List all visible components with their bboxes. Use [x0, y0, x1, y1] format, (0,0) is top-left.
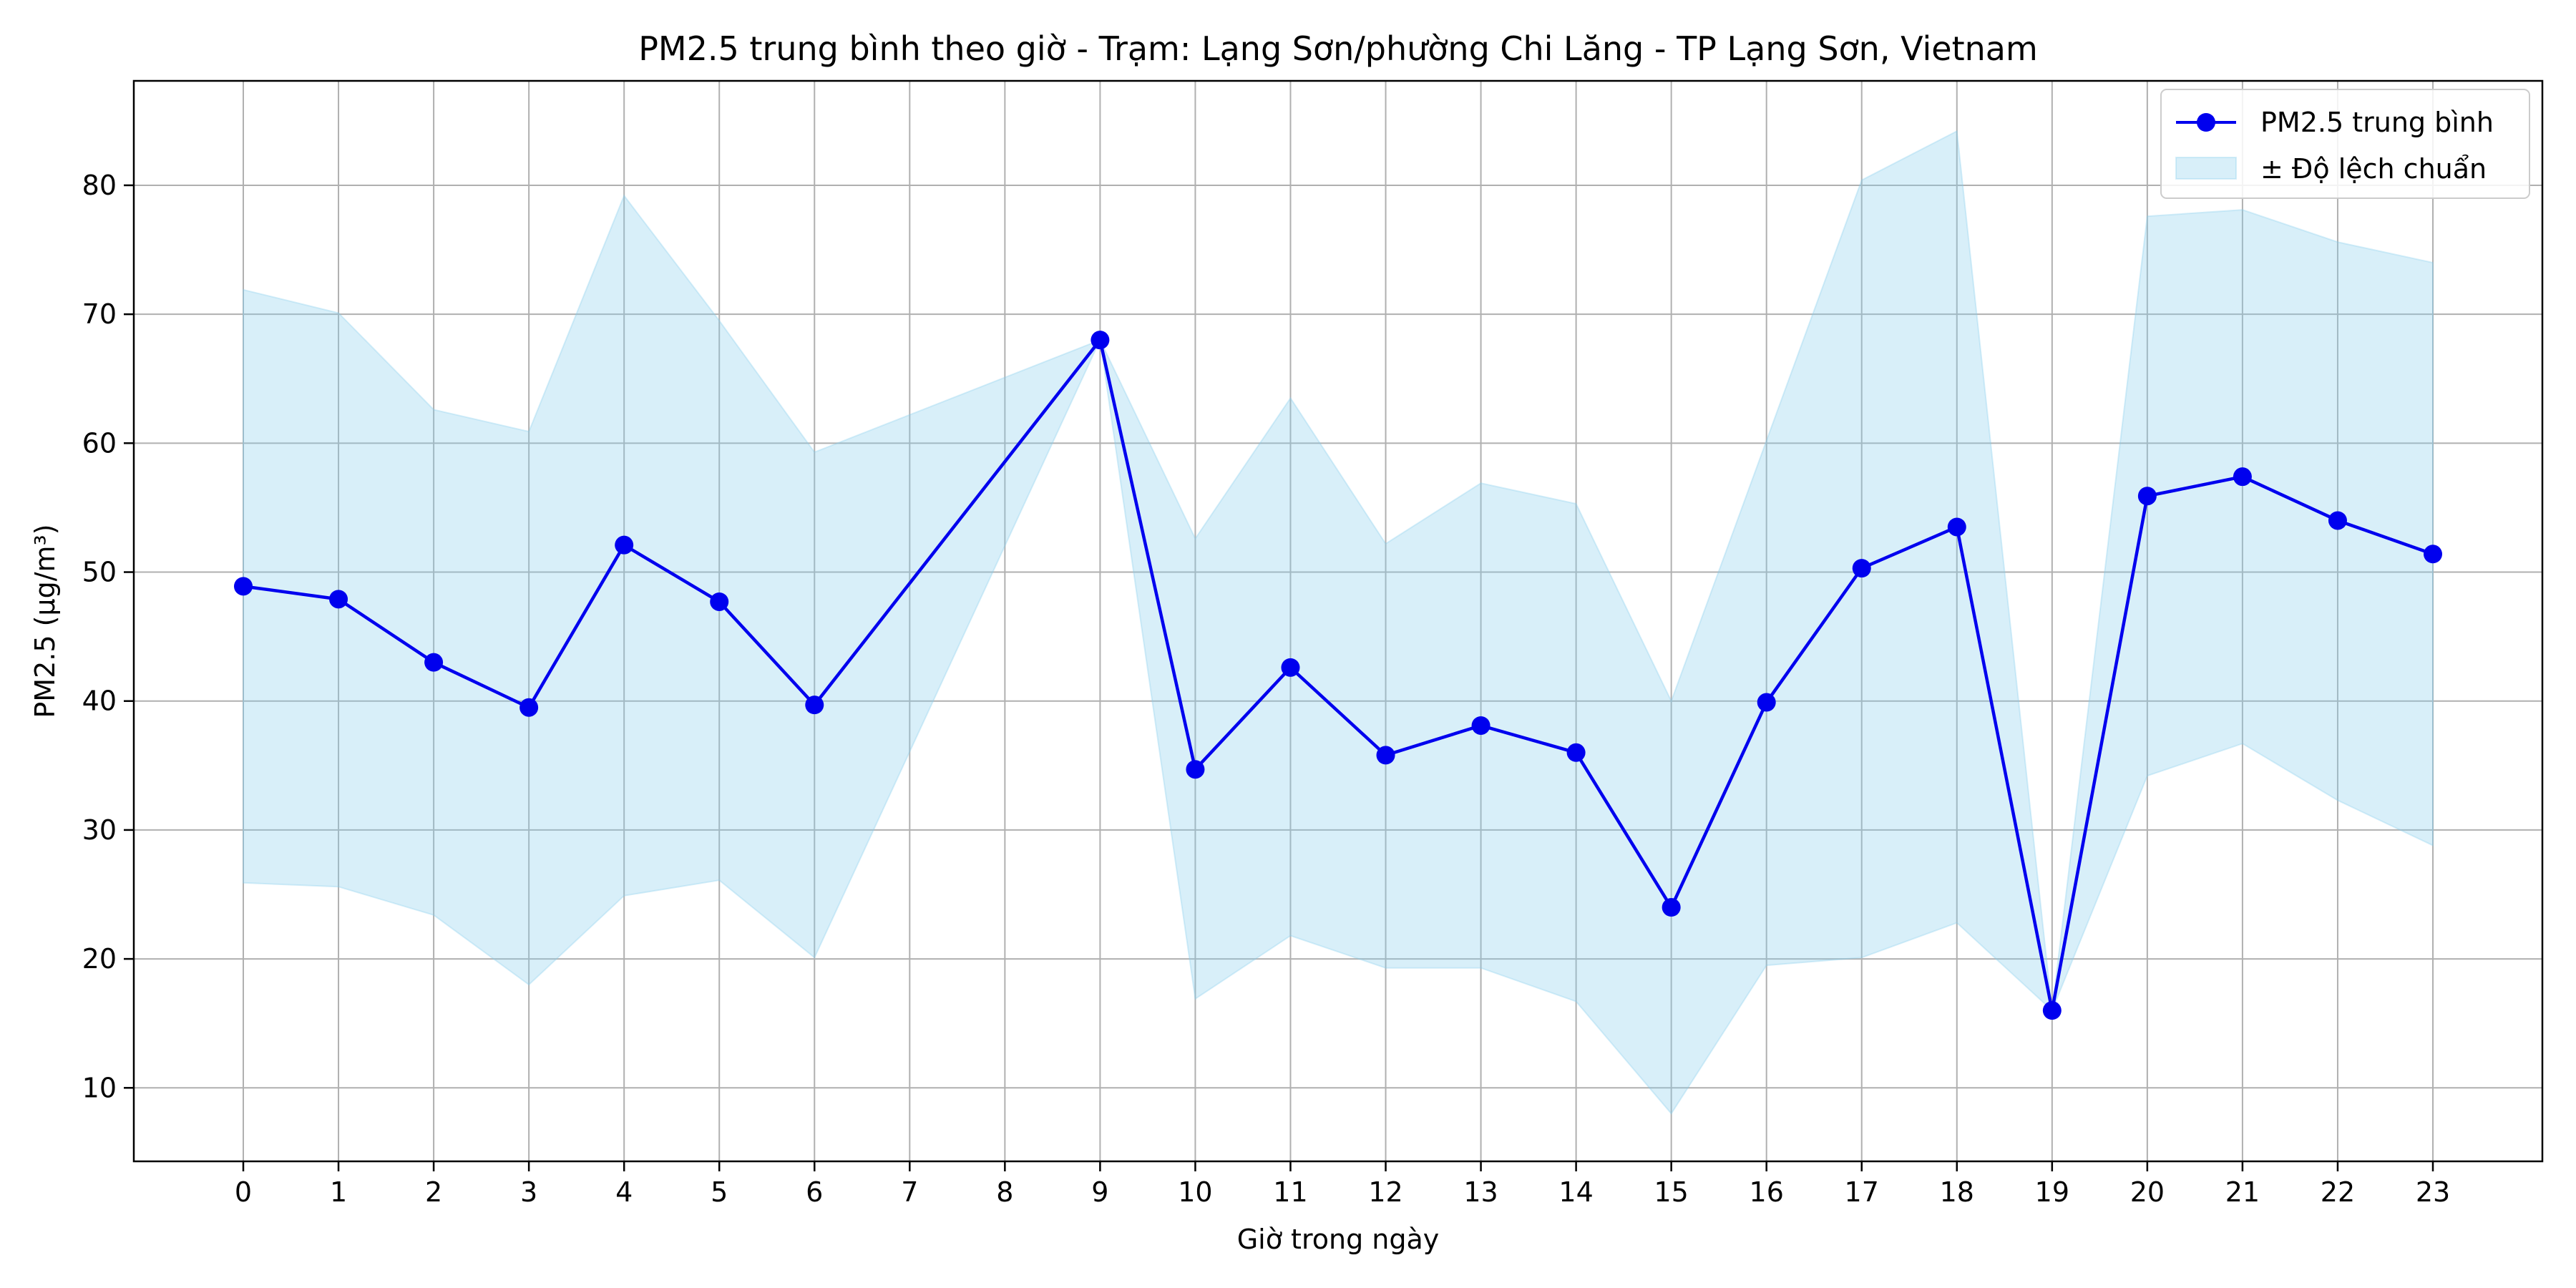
- x-tick-label: 7: [901, 1176, 918, 1208]
- std-band: [243, 130, 2434, 1116]
- data-point: [1566, 743, 1586, 762]
- x-tick-label: 10: [1178, 1176, 1212, 1208]
- y-tick-label: 80: [82, 170, 117, 201]
- y-tick-label: 20: [82, 943, 117, 975]
- x-axis-label: Giờ trong ngày: [1237, 1224, 1440, 1255]
- data-point: [1852, 559, 1871, 578]
- legend-band-swatch: [2175, 157, 2237, 180]
- y-tick-label: 30: [82, 814, 117, 846]
- data-point: [2424, 545, 2442, 564]
- legend-marker-swatch: [2197, 113, 2215, 132]
- x-tick-label: 14: [1558, 1176, 1593, 1208]
- legend-label-std: ± Độ lệch chuẩn: [2260, 153, 2487, 185]
- x-tick-label: 13: [1463, 1176, 1498, 1208]
- x-tick-label: 8: [996, 1176, 1013, 1208]
- x-tick-label: 19: [2035, 1176, 2069, 1208]
- y-tick-label: 60: [82, 427, 117, 459]
- chart-title: PM2.5 trung bình theo giờ - Trạm: Lạng S…: [638, 29, 2038, 68]
- data-point: [424, 653, 444, 672]
- mean-line: [243, 338, 2434, 1013]
- data-point: [1947, 517, 1966, 537]
- x-tick-label: 22: [2321, 1176, 2355, 1208]
- data-point: [2137, 487, 2157, 506]
- data-point: [2233, 467, 2252, 487]
- data-point: [1281, 658, 1300, 677]
- x-tick-label: 16: [1750, 1176, 1784, 1208]
- data-point: [710, 592, 729, 611]
- x-tick-label: 21: [2225, 1176, 2260, 1208]
- x-tick-label: 17: [1845, 1176, 1879, 1208]
- x-tick-label: 1: [330, 1176, 347, 1208]
- data-point: [1662, 898, 1681, 917]
- data-point: [1376, 746, 1395, 765]
- data-point: [615, 535, 634, 555]
- y-axis-label: PM2.5 (µg/m³): [29, 524, 61, 718]
- y-tick-label: 10: [82, 1072, 117, 1103]
- x-tick-label: 0: [235, 1176, 252, 1208]
- x-tick-label: 4: [615, 1176, 633, 1208]
- y-tick-label: 70: [82, 298, 117, 330]
- x-tick-label: 5: [711, 1176, 728, 1208]
- x-tick-label: 12: [1368, 1176, 1402, 1208]
- data-point: [234, 577, 253, 596]
- data-point: [2328, 511, 2347, 530]
- x-tick-label: 15: [1654, 1176, 1688, 1208]
- x-tick-label: 18: [1940, 1176, 1974, 1208]
- x-tick-label: 20: [2130, 1176, 2165, 1208]
- x-tick-label: 6: [806, 1176, 823, 1208]
- x-tick-label: 23: [2416, 1176, 2450, 1208]
- y-axis-ticks: 10 20 30 40 50 60 70 80: [82, 170, 134, 1103]
- x-tick-label: 2: [425, 1176, 442, 1208]
- y-tick-label: 50: [82, 557, 117, 588]
- x-tick-label: 9: [1091, 1176, 1108, 1208]
- x-tick-label: 3: [520, 1176, 537, 1208]
- data-point: [1757, 693, 1776, 712]
- x-tick-label: 11: [1273, 1176, 1307, 1208]
- data-point: [2042, 1001, 2062, 1020]
- data-point: [1186, 760, 1205, 779]
- legend-frame: [2160, 89, 2530, 199]
- data-point: [805, 696, 824, 715]
- series-markers: [234, 331, 2442, 1020]
- x-axis-ticks: 0 1 2 3 4 5 6 7 8 9 10 11 12 13 14 15 16 17 18 19 20 21 22 23: [235, 1161, 2450, 1208]
- legend: PM2.5 trung bình ± Độ lệch chuẩn: [2160, 89, 2530, 199]
- data-point: [1471, 716, 1491, 735]
- y-tick-label: 40: [82, 686, 117, 717]
- plot-frame: [132, 79, 2544, 1163]
- std-band-area: [243, 130, 2434, 1116]
- data-point: [519, 698, 539, 717]
- series-line: [243, 338, 2434, 1013]
- data-point: [1091, 331, 1110, 350]
- legend-label-mean: PM2.5 trung bình: [2260, 107, 2494, 138]
- data-point: [329, 590, 348, 609]
